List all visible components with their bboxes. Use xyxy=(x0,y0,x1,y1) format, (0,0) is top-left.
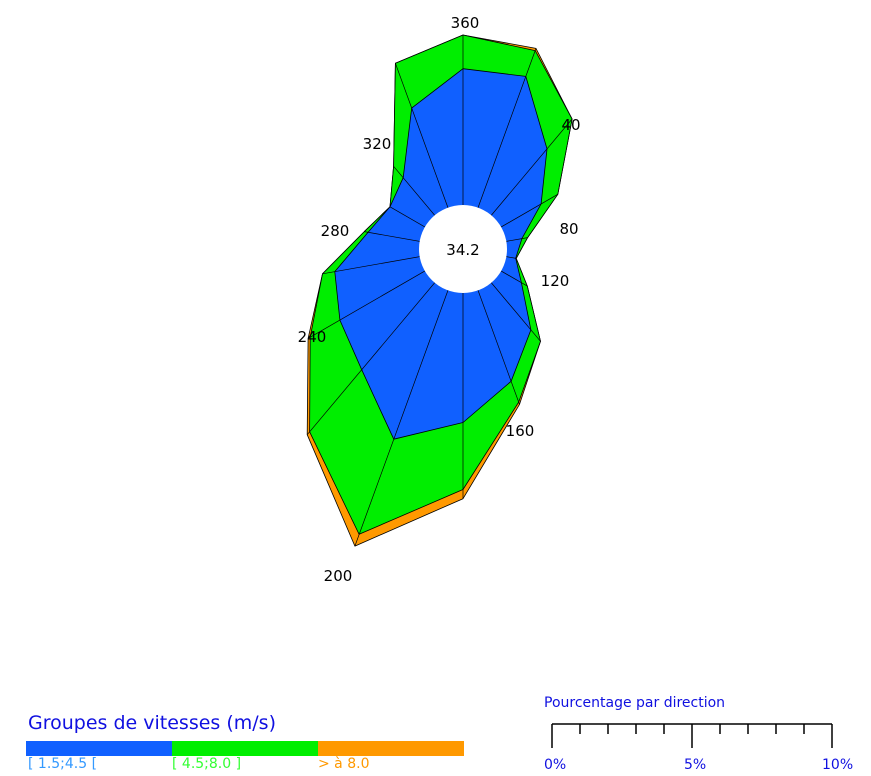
calm-circle xyxy=(419,205,507,293)
wind-rose-chart: 34.2 360 40 80 120 160 200 240 280 320 xyxy=(298,14,581,585)
scale-label-0: 0% xyxy=(544,757,567,773)
calm-percentage-label: 34.2 xyxy=(446,241,479,259)
direction-label-120: 120 xyxy=(541,272,570,290)
direction-label-360: 360 xyxy=(451,14,480,32)
direction-label-320: 320 xyxy=(363,135,392,153)
legend-swatch-high xyxy=(318,741,464,756)
legend-label-mid: [ 4.5;8.0 ] xyxy=(172,756,242,772)
direction-label-80: 80 xyxy=(559,220,578,238)
direction-label-200: 200 xyxy=(324,567,353,585)
direction-label-160: 160 xyxy=(506,422,535,440)
legend-label-low: [ 1.5;4.5 [ xyxy=(28,756,98,772)
direction-labels: 360 40 80 120 160 200 240 280 320 xyxy=(298,14,581,585)
percentage-scale xyxy=(551,723,833,748)
direction-label-40: 40 xyxy=(561,116,580,134)
scale-title: Pourcentage par direction xyxy=(544,695,726,711)
legend-swatch-low xyxy=(26,741,172,756)
scale-label-5: 5% xyxy=(684,757,707,773)
rose-spoke-200 xyxy=(354,248,464,547)
rose-layers xyxy=(306,34,573,547)
speed-legend-title: Groupes de vitesses (m/s) xyxy=(28,712,276,734)
legend-label-high: > à 8.0 xyxy=(318,756,370,772)
scale-ticks xyxy=(551,724,833,748)
legend-swatch-mid xyxy=(172,741,318,756)
direction-label-240: 240 xyxy=(298,328,327,346)
direction-label-280: 280 xyxy=(321,222,350,240)
scale-label-10: 10% xyxy=(822,757,854,773)
